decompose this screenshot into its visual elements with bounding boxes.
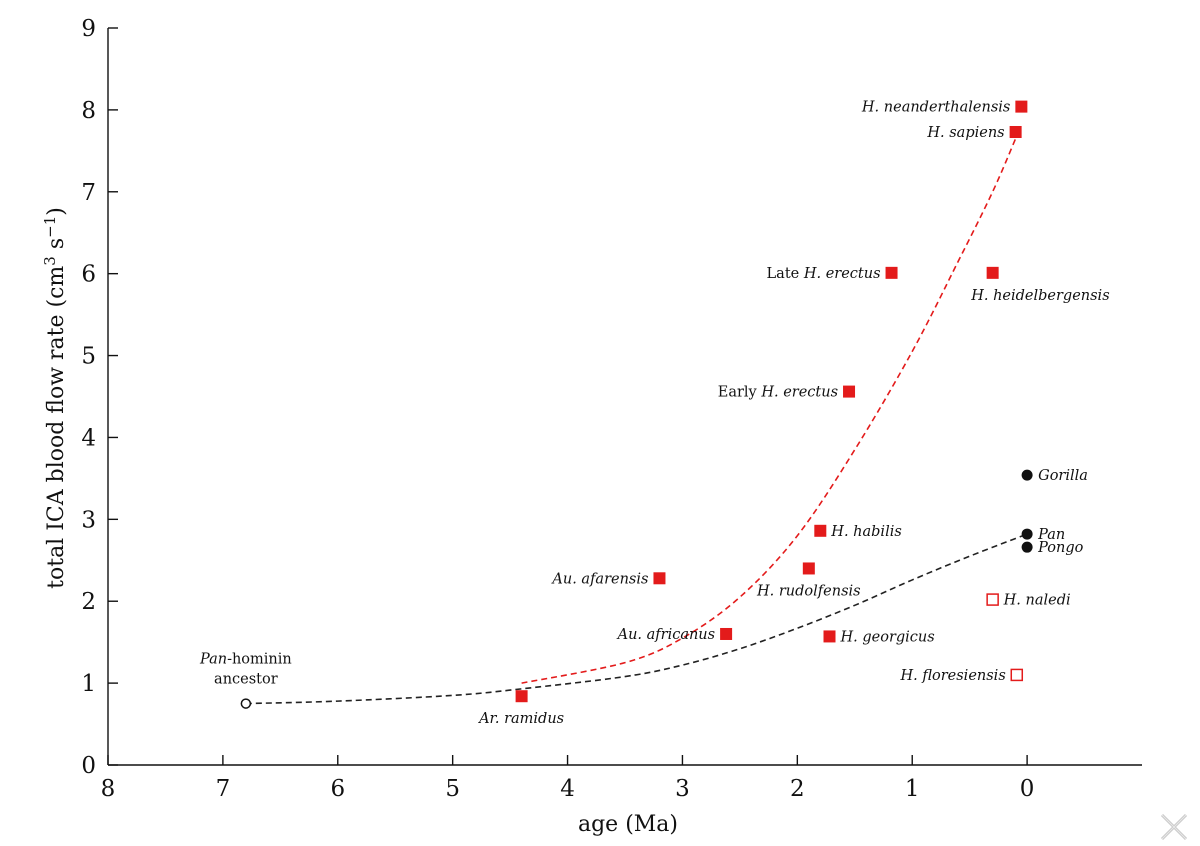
h-georgicus-marker: [823, 630, 836, 643]
y-tick-label: 0: [81, 753, 96, 779]
h-habilis-marker: [814, 524, 827, 537]
y-tick-label: 6: [81, 262, 96, 288]
y-tick-label: 7: [81, 180, 96, 206]
pan-hominin-marker: [240, 698, 252, 709]
axes: 8 7 6 5 4 3 2 1 0 0 1 2 3 4 5 6 7 8 9: [81, 16, 1142, 802]
y-axis-title-sup: −1: [41, 216, 59, 238]
trend-curves: [245, 138, 1028, 705]
y-axis-title-part: total ICA blood flow rate (cm: [44, 266, 69, 589]
pan-marker: [1021, 528, 1033, 540]
pan-hominin-label: Pan-hominin: [199, 652, 292, 668]
y-tick-label: 9: [81, 16, 96, 42]
watermark-logo: [1160, 813, 1188, 841]
early-h-erectus-marker: [843, 385, 856, 398]
h-naledi-marker: [986, 593, 999, 606]
h-rudolfensis-label: H. rudolfensis: [756, 583, 861, 599]
early-h-erectus-label: Early H. erectus: [718, 385, 838, 401]
x-tick-label: 6: [330, 776, 345, 802]
h-sapiens-label: H. sapiens: [926, 125, 1004, 141]
data-points: [240, 100, 1033, 709]
au-afarensis-marker: [653, 572, 666, 585]
y-tick-label: 8: [81, 98, 96, 124]
h-naledi-label: H. naledi: [1003, 593, 1071, 609]
x-tick-label: 1: [905, 776, 920, 802]
x-tick-label: 7: [216, 776, 231, 802]
h-heidelbergensis-marker: [986, 266, 999, 279]
trend-hominin-curve: [521, 138, 1017, 684]
h-rudolfensis-marker: [802, 562, 815, 575]
point-labels: Pan-hominin ancestor Ar. ramidus Au. afaren…: [199, 100, 1110, 728]
y-tick-label: 2: [81, 589, 96, 615]
x-tick-label: 4: [560, 776, 575, 802]
y-tick-label: 1: [81, 671, 96, 697]
x-tick-label: 8: [101, 776, 116, 802]
x-axis-title: age (Ma): [578, 812, 678, 837]
x-tick-label: 0: [1020, 776, 1035, 802]
late-h-erectus-label: Late H. erectus: [767, 266, 881, 282]
h-habilis-label: H. habilis: [830, 524, 901, 540]
y-axis-title: total ICA blood flow rate (cm3 s−1): [41, 207, 69, 589]
y-axis-title-sup: 3: [41, 256, 59, 266]
gorilla-label: Gorilla: [1038, 468, 1088, 484]
ar-ramidus-label: Ar. ramidus: [477, 711, 564, 727]
h-floresiensis-label: H. floresiensis: [899, 668, 1005, 684]
h-neanderthalensis-marker: [1015, 100, 1028, 113]
y-tick-label: 5: [81, 344, 96, 370]
h-floresiensis-marker: [1010, 668, 1024, 682]
y-axis-title-part: ): [44, 207, 69, 216]
au-africanus-label: Au. africanus: [616, 627, 716, 643]
pan-label: Pan: [1037, 527, 1065, 543]
h-georgicus-label: H. georgicus: [840, 629, 935, 645]
x-tick-label: 5: [445, 776, 460, 802]
h-neanderthalensis-label: H. neanderthalensis: [861, 100, 1010, 116]
late-h-erectus-marker: [885, 266, 898, 279]
h-heidelbergensis-label: H. heidelbergensis: [970, 288, 1109, 304]
pongo-marker: [1021, 541, 1033, 553]
x-tick-label: 3: [675, 776, 690, 802]
x-tick-label: 2: [790, 776, 805, 802]
y-axis-title-part: s: [44, 238, 69, 256]
au-africanus-marker: [720, 627, 733, 640]
y-tick-label: 4: [81, 425, 96, 451]
au-afarensis-label: Au. afarensis: [550, 571, 648, 587]
gorilla-marker: [1021, 469, 1033, 481]
y-tick-label: 3: [81, 507, 96, 533]
h-sapiens-marker: [1009, 125, 1022, 138]
pan-hominin-label-line2: ancestor: [214, 672, 278, 688]
trend-ape-curve: [245, 533, 1028, 705]
ar-ramidus-marker: [515, 690, 528, 703]
pongo-label: Pongo: [1037, 540, 1084, 556]
